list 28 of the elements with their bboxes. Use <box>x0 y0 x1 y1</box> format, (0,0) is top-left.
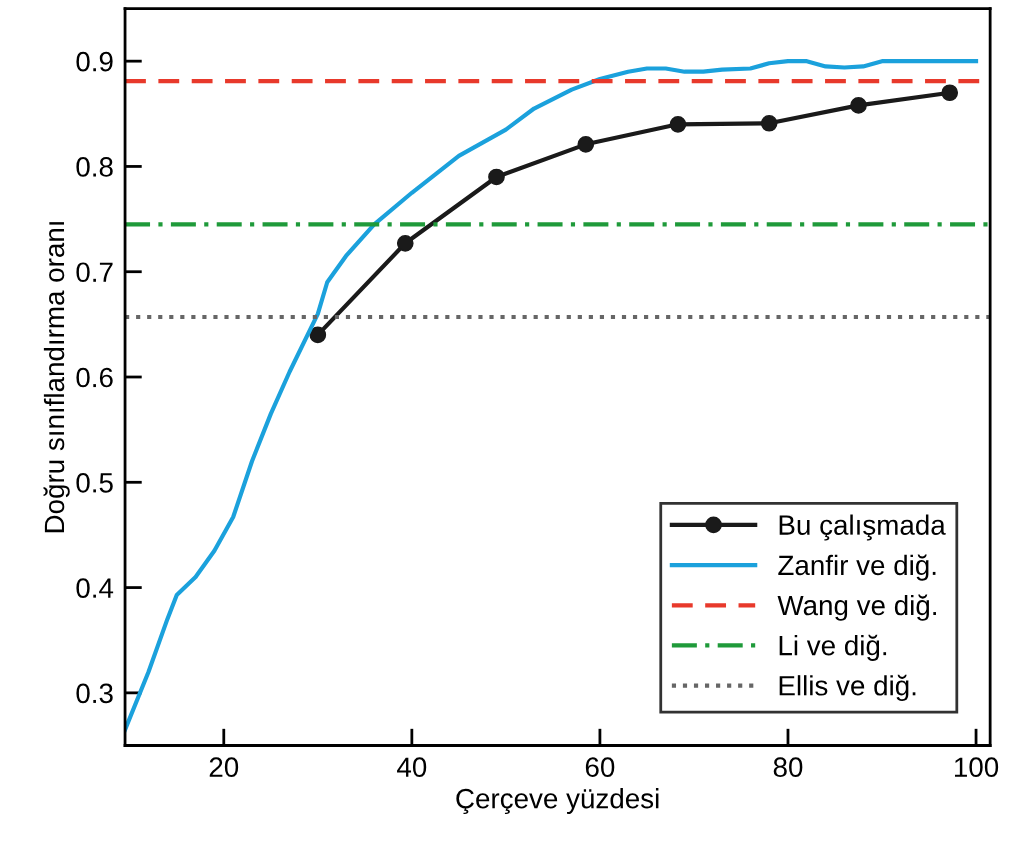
y-tick-label: 0.8 <box>76 157 113 177</box>
legend-label: Li ve diğ. <box>779 634 887 661</box>
line-series <box>125 59 979 732</box>
point <box>396 234 414 252</box>
y-axis-title: Doğru sınıflandırma oranı <box>43 222 70 533</box>
point <box>941 84 959 102</box>
x-tick-label: 100 <box>954 757 999 778</box>
y-tick-label: 0.3 <box>76 683 113 704</box>
legend-label: Bu çalışmada <box>779 514 946 541</box>
x-axis-title: Çerçeve yüzdesi <box>456 788 659 815</box>
y-tick-label: 0.9 <box>76 51 113 72</box>
x-tick-label: 20 <box>209 757 239 778</box>
x-tick-label: 60 <box>585 757 615 778</box>
point <box>488 168 505 186</box>
point <box>850 97 867 114</box>
point <box>309 326 327 344</box>
legend-label: Wang ve diğ. <box>777 594 936 621</box>
legend-label: Ellis ve diğ. <box>779 674 916 702</box>
y-tick-label: 0.6 <box>76 367 113 388</box>
legend-label: Zanfir ve diğ. <box>778 554 936 581</box>
point <box>669 115 687 133</box>
point <box>577 136 595 153</box>
y-tick-label: 0.7 <box>76 262 113 283</box>
x-tick-label: 80 <box>773 757 803 778</box>
point <box>760 114 778 132</box>
x-tick-label: 40 <box>397 757 427 778</box>
y-tick-label: 0.4 <box>76 578 114 598</box>
y-tick-label: 0.5 <box>76 472 113 493</box>
